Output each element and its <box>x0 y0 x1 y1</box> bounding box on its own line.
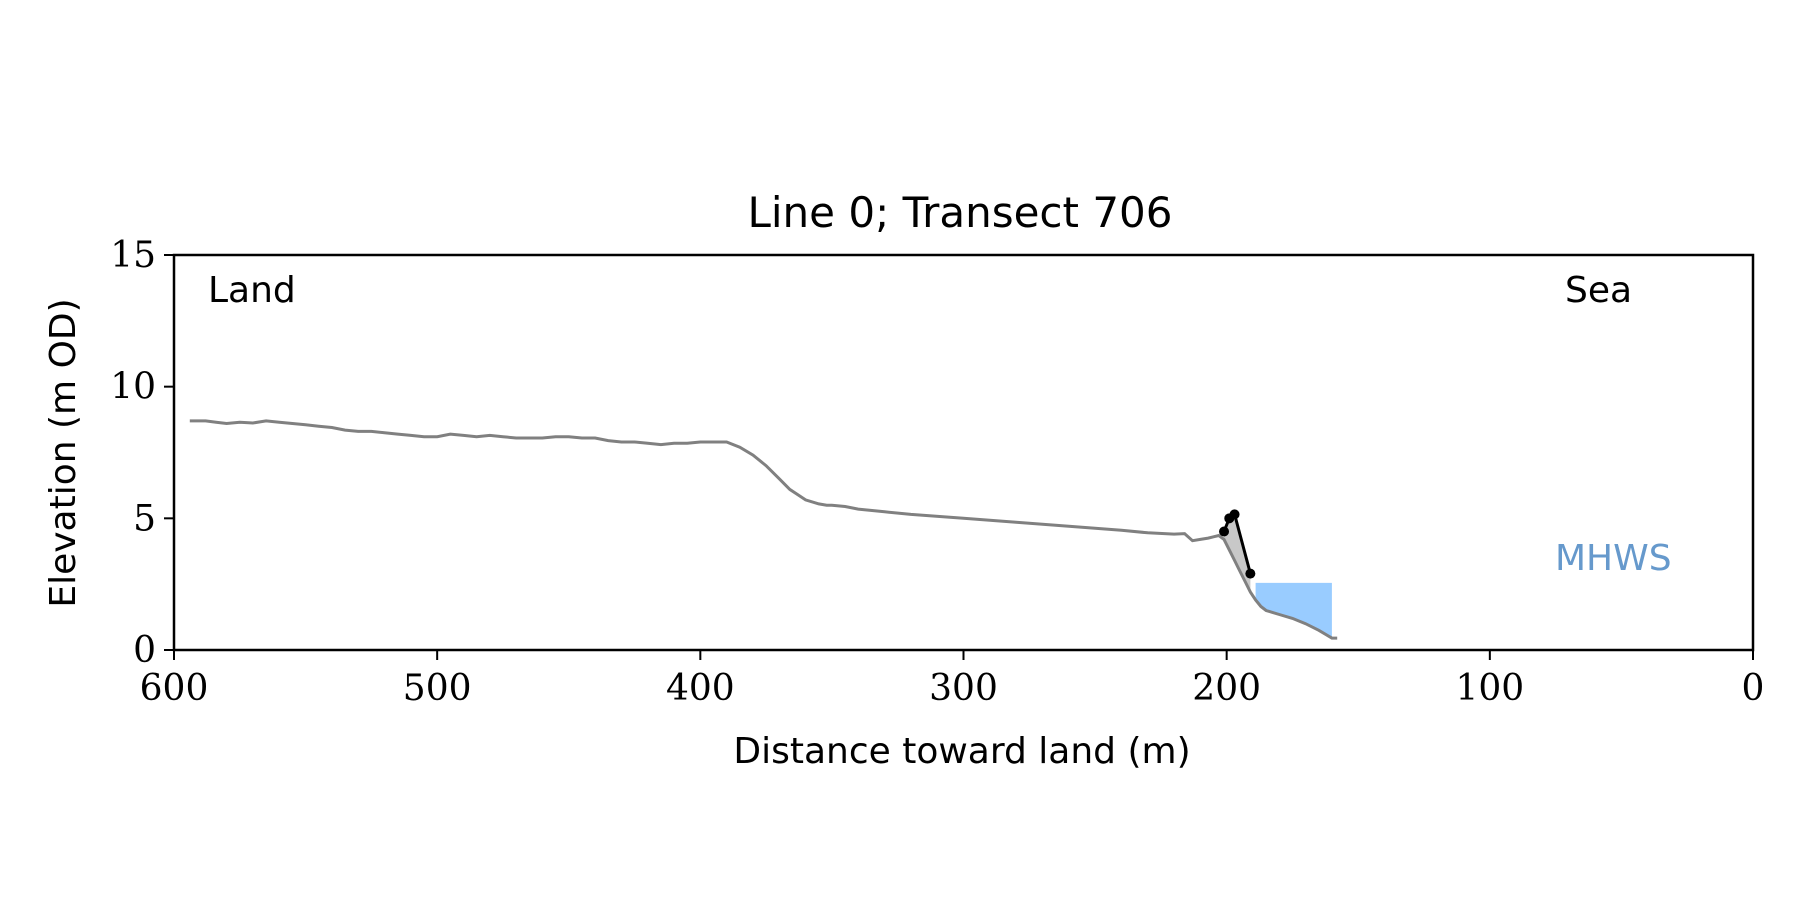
x-tick-label: 600 <box>140 668 209 709</box>
y-axis-ticks: 0 5 10 15 <box>110 235 174 671</box>
cliff-points <box>1219 509 1256 579</box>
chart-title: Line 0; Transect 706 <box>747 188 1172 237</box>
x-tick-label: 0 <box>1742 668 1765 709</box>
x-tick-label: 500 <box>403 668 472 709</box>
cliff-fill <box>1224 514 1251 593</box>
cliff-point <box>1219 526 1230 537</box>
land-annotation: Land <box>208 270 296 311</box>
x-tick-label: 100 <box>1455 668 1524 709</box>
y-tick-label: 5 <box>133 498 156 539</box>
x-tick-label: 400 <box>666 668 735 709</box>
profile-line <box>189 419 1338 640</box>
mhws-annotation: MHWS <box>1555 538 1672 579</box>
x-axis-label: Distance toward land (m) <box>733 731 1190 772</box>
cliff-point <box>1245 568 1256 579</box>
plot-frame <box>172 253 1755 652</box>
y-tick-label: 0 <box>133 630 156 671</box>
sea-annotation: Sea <box>1565 270 1632 311</box>
y-tick-label: 15 <box>110 235 156 276</box>
y-tick-label: 10 <box>110 367 156 408</box>
x-tick-label: 300 <box>929 668 998 709</box>
water-fill <box>1255 582 1332 639</box>
x-axis-ticks: 600 500 400 300 200 100 0 <box>140 650 1765 709</box>
x-tick-label: 200 <box>1192 668 1261 709</box>
y-axis-label: Elevation (m OD) <box>43 298 84 607</box>
cliff-point <box>1229 509 1240 520</box>
plot-area <box>189 419 1338 640</box>
